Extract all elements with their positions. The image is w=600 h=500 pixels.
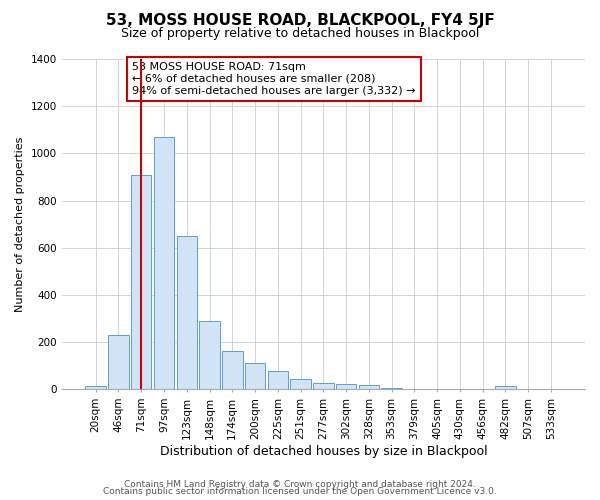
Bar	[382, 388, 402, 389]
Text: 53, MOSS HOUSE ROAD, BLACKPOOL, FY4 5JF: 53, MOSS HOUSE ROAD, BLACKPOOL, FY4 5JF	[106, 12, 494, 28]
Y-axis label: Number of detached properties: Number of detached properties	[15, 136, 25, 312]
Bar	[359, 385, 379, 389]
Text: Contains public sector information licensed under the Open Government Licence v3: Contains public sector information licen…	[103, 487, 497, 496]
Text: Contains HM Land Registry data © Crown copyright and database right 2024.: Contains HM Land Registry data © Crown c…	[124, 480, 476, 489]
X-axis label: Distribution of detached houses by size in Blackpool: Distribution of detached houses by size …	[160, 444, 487, 458]
Bar	[336, 384, 356, 389]
Bar	[108, 335, 129, 389]
Bar	[245, 363, 265, 389]
Text: 53 MOSS HOUSE ROAD: 71sqm
← 6% of detached houses are smaller (208)
94% of semi-: 53 MOSS HOUSE ROAD: 71sqm ← 6% of detach…	[132, 62, 416, 96]
Bar	[199, 321, 220, 389]
Bar	[313, 384, 334, 389]
Bar	[85, 386, 106, 389]
Bar	[176, 236, 197, 389]
Bar	[154, 137, 174, 389]
Bar	[495, 386, 515, 389]
Text: Size of property relative to detached houses in Blackpool: Size of property relative to detached ho…	[121, 28, 479, 40]
Bar	[268, 372, 288, 389]
Bar	[131, 174, 151, 389]
Bar	[290, 379, 311, 389]
Bar	[222, 352, 242, 389]
